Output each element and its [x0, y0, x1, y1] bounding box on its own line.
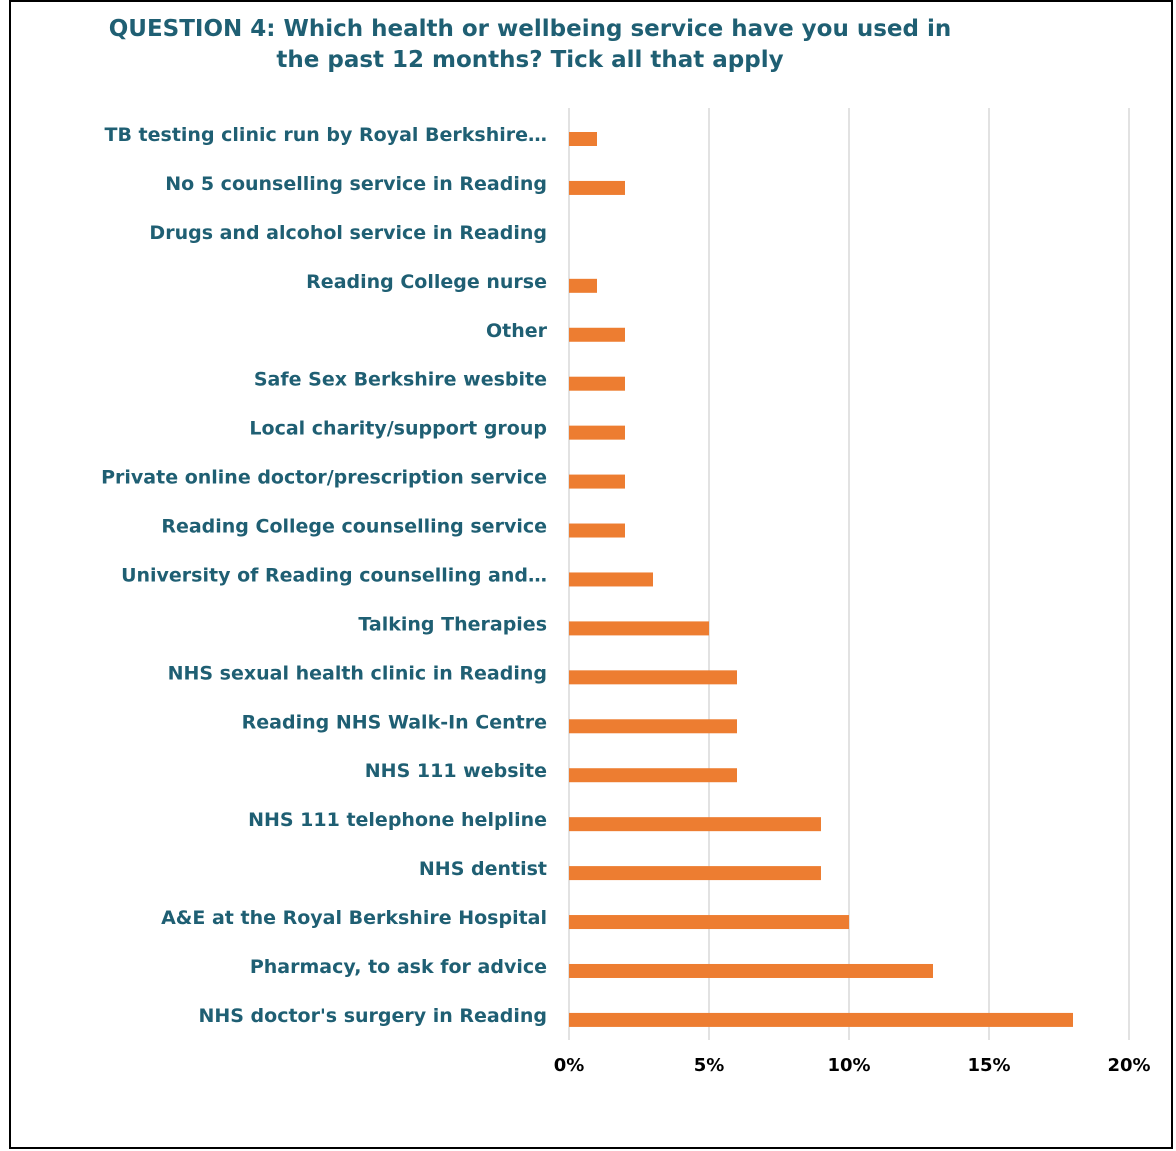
bar [569, 719, 737, 734]
bar [569, 621, 709, 636]
chart-title-line-2: the past 12 months? Tick all that apply [276, 47, 784, 73]
bar [569, 670, 737, 685]
category-label: Local charity/support group [249, 418, 547, 440]
category-label: NHS dentist [419, 858, 547, 880]
category-label: NHS sexual health clinic in Reading [168, 662, 547, 684]
bar [569, 768, 737, 783]
category-label: Reading College counselling service [161, 516, 547, 538]
category-label: NHS 111 website [365, 760, 547, 782]
category-label: Private online doctor/prescription servi… [101, 467, 547, 489]
bar [569, 915, 849, 930]
bar [569, 572, 653, 587]
bar [569, 523, 625, 538]
bar [569, 963, 933, 978]
bar [569, 376, 625, 391]
category-label: Pharmacy, to ask for advice [250, 956, 547, 978]
x-tick-label: 5% [694, 1055, 725, 1076]
category-label: University of Reading counselling and… [121, 564, 547, 586]
x-tick-label: 20% [1107, 1055, 1150, 1076]
gridlines [568, 108, 1130, 1040]
category-labels: TB testing clinic run by Royal Berkshire… [101, 124, 548, 1027]
category-label: Safe Sex Berkshire wesbite [254, 369, 547, 391]
x-tick-label: 0% [554, 1055, 585, 1076]
bar [569, 866, 821, 881]
bar [569, 278, 597, 293]
category-label: NHS 111 telephone helpline [248, 809, 547, 831]
x-tick-label: 10% [827, 1055, 870, 1076]
chart-title-line-1: QUESTION 4: Which health or wellbeing se… [108, 16, 952, 42]
bar [569, 180, 625, 195]
category-label: No 5 counselling service in Reading [165, 173, 547, 195]
category-label: Talking Therapies [358, 613, 547, 635]
category-label: NHS doctor's surgery in Reading [198, 1005, 547, 1027]
bar [569, 132, 597, 146]
category-label: Drugs and alcohol service in Reading [149, 222, 547, 244]
bar [569, 474, 625, 489]
chart-title: QUESTION 4: Which health or wellbeing se… [60, 14, 1000, 76]
bars [569, 132, 1073, 1027]
category-label: Reading NHS Walk-In Centre [242, 711, 547, 733]
category-label: Other [486, 320, 548, 342]
bar [569, 1012, 1073, 1027]
x-tick-labels: 0% 5% 10% 15% 20% [554, 1055, 1151, 1076]
category-label: Reading College nurse [306, 271, 547, 293]
x-tick-label: 15% [967, 1055, 1010, 1076]
category-label: TB testing clinic run by Royal Berkshire… [104, 124, 547, 146]
bar [569, 327, 625, 342]
bar [569, 425, 625, 440]
bar [569, 817, 821, 832]
category-label: A&E at the Royal Berkshire Hospital [161, 907, 547, 929]
